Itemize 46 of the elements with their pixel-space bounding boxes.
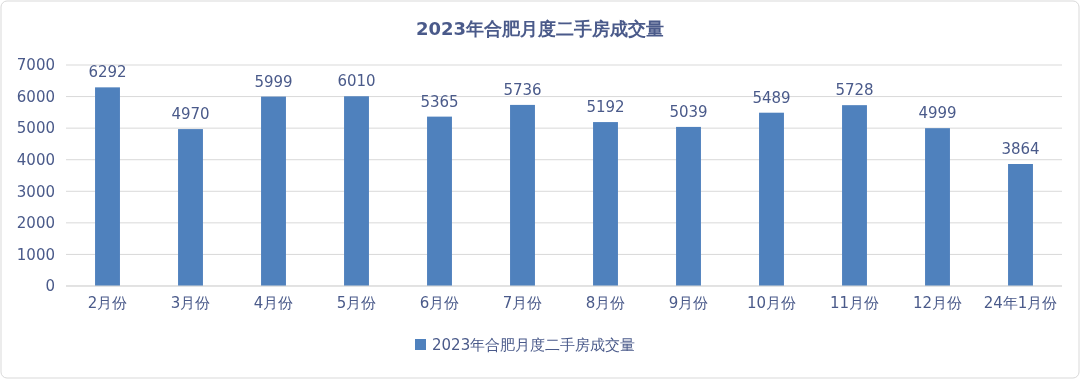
data-label: 3864 — [1001, 140, 1040, 159]
bar — [1008, 164, 1033, 286]
x-tick-label: 7月份 — [502, 294, 543, 312]
y-tick-label: 3000 — [16, 182, 55, 201]
bar — [261, 96, 286, 286]
bar — [510, 104, 535, 286]
bar — [759, 112, 784, 286]
x-tick-label: 24年1月份 — [983, 294, 1058, 312]
x-tick-label: 3月份 — [170, 294, 211, 312]
data-label: 5489 — [752, 88, 791, 107]
y-tick-label: 4000 — [16, 150, 55, 169]
bar — [842, 105, 867, 286]
data-label: 6292 — [88, 63, 127, 82]
y-tick-label: 1000 — [16, 245, 55, 264]
data-label: 5192 — [586, 98, 625, 117]
x-tick-label: 2月份 — [87, 294, 128, 312]
y-tick-label: 2000 — [16, 214, 55, 233]
data-label: 5365 — [420, 92, 459, 111]
x-tick-label: 6月份 — [419, 294, 460, 312]
bar — [925, 128, 950, 286]
y-tick-label: 7000 — [16, 56, 55, 75]
data-label: 4970 — [171, 105, 210, 124]
data-label: 6010 — [337, 72, 376, 91]
x-tick-label: 9月份 — [668, 294, 709, 312]
y-tick-label: 6000 — [16, 87, 55, 106]
x-tick-label: 8月份 — [585, 294, 626, 312]
bar — [178, 129, 203, 286]
x-tick-label: 5月份 — [336, 294, 377, 312]
x-tick-label: 11月份 — [829, 294, 880, 312]
bar — [344, 96, 369, 286]
bar — [95, 87, 120, 286]
data-label: 4999 — [918, 104, 957, 123]
x-tick-label: 10月份 — [746, 294, 797, 312]
data-label: 5728 — [835, 81, 874, 100]
data-label: 5736 — [503, 80, 542, 99]
x-tick-label: 12月份 — [912, 294, 963, 312]
bar — [427, 116, 452, 286]
bar — [593, 122, 618, 286]
data-label: 5999 — [254, 72, 293, 91]
chart-title: 2023年合肥月度二手房成交量 — [415, 18, 665, 39]
x-tick-label: 4月份 — [253, 294, 294, 312]
legend-label: 2023年合肥月度二手房成交量 — [432, 336, 636, 354]
bar — [676, 126, 701, 286]
y-tick-label: 5000 — [16, 119, 55, 138]
y-tick-label: 0 — [45, 277, 55, 296]
data-label: 5039 — [669, 102, 708, 121]
